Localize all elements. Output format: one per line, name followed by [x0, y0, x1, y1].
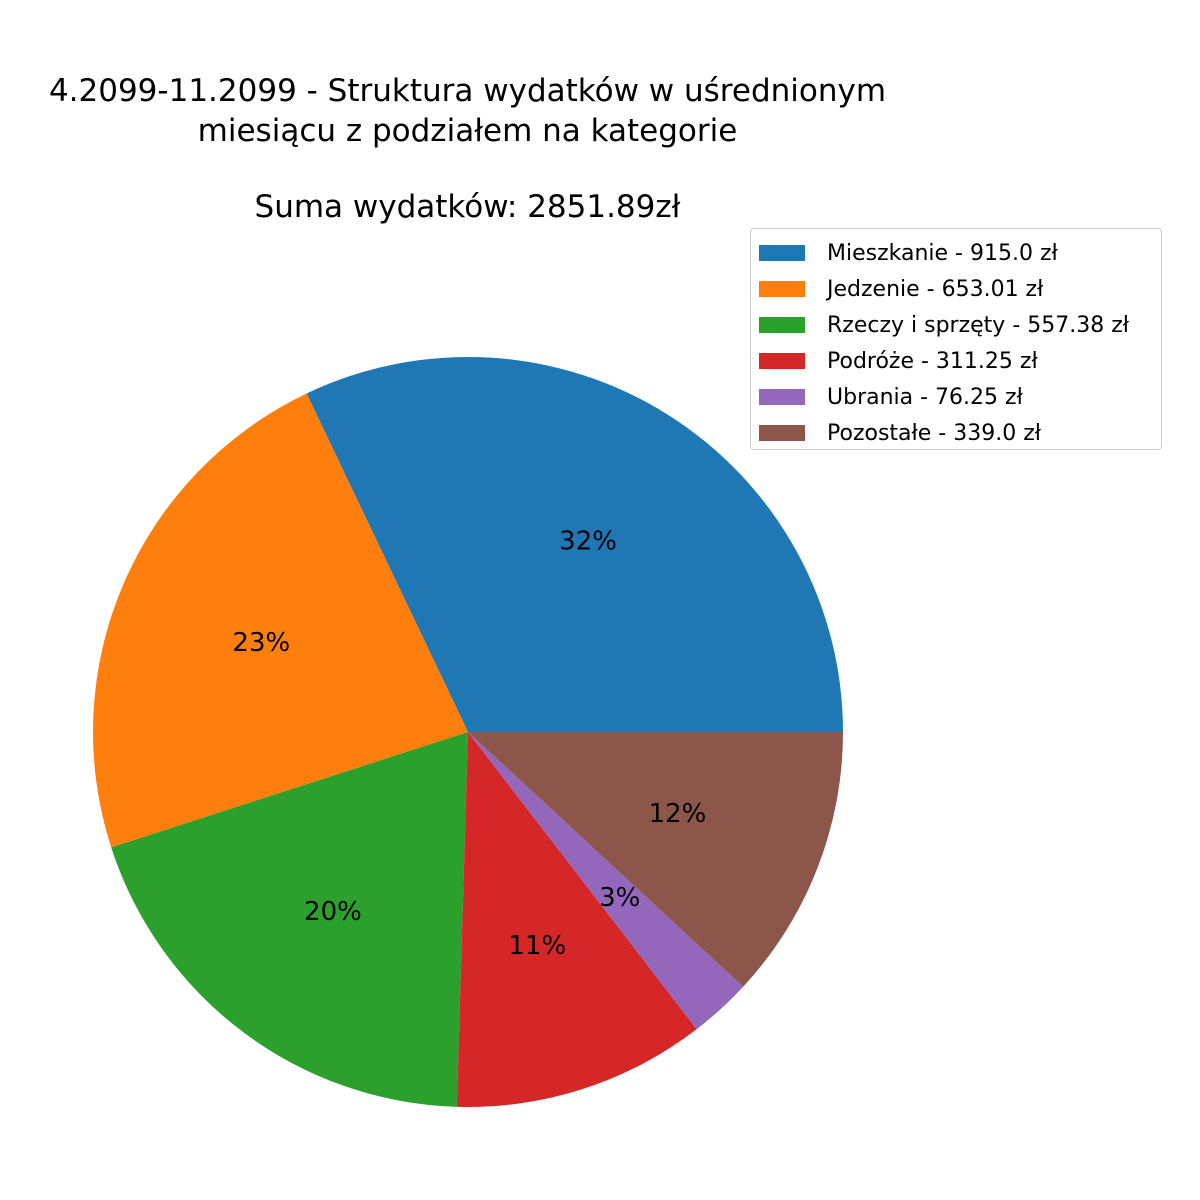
slice-percent-label: 11% — [508, 931, 566, 961]
legend-label: Pozostałe - 339.0 zł — [827, 420, 1042, 446]
legend-swatch — [759, 317, 805, 333]
pie-slice-ubrania — [468, 732, 744, 1030]
pie-slice-mieszkanie — [306, 357, 844, 732]
legend-swatch — [759, 353, 805, 369]
slice-percent-label: 32% — [559, 527, 617, 557]
pie-slice-rzeczy-i-sprzęty — [111, 732, 468, 1107]
slice-percent-label: 12% — [649, 799, 707, 829]
legend-swatch — [759, 389, 805, 405]
chart-title-line-2: miesiącu z podziałem na kategorie — [197, 113, 738, 149]
legend-item: Rzeczy i sprzęty - 557.38 zł — [759, 307, 1161, 343]
legend-label: Mieszkanie - 915.0 zł — [827, 240, 1058, 266]
legend-swatch — [759, 425, 805, 441]
legend-item: Mieszkanie - 915.0 zł — [759, 235, 1161, 271]
legend-item: Jedzenie - 653.01 zł — [759, 271, 1161, 307]
slice-percent-label: 3% — [599, 883, 640, 913]
chart-subtitle: Suma wydatków: 2851.89zł — [254, 189, 681, 225]
legend-label: Podróże - 311.25 zł — [827, 348, 1038, 374]
legend-swatch — [759, 281, 805, 297]
pie-slice-podróże — [456, 732, 697, 1107]
legend-item: Podróże - 311.25 zł — [759, 343, 1161, 379]
slice-percent-label: 20% — [304, 897, 362, 927]
slice-percent-label: 23% — [232, 628, 290, 658]
legend-item: Ubrania - 76.25 zł — [759, 379, 1161, 415]
legend-label: Ubrania - 76.25 zł — [827, 384, 1023, 410]
legend-swatch — [759, 245, 805, 261]
pie-slice-pozostałe — [468, 732, 843, 987]
pie-slice-jedzenie — [92, 393, 469, 848]
legend-label: Rzeczy i sprzęty - 557.38 zł — [827, 312, 1130, 338]
legend-item: Pozostałe - 339.0 zł — [759, 415, 1161, 451]
chart-title-line-1: 4.2099-11.2099 - Struktura wydatków w uś… — [48, 73, 887, 109]
legend: Mieszkanie - 915.0 zł Jedzenie - 653.01 … — [750, 228, 1162, 450]
legend-label: Jedzenie - 653.01 zł — [827, 276, 1044, 302]
